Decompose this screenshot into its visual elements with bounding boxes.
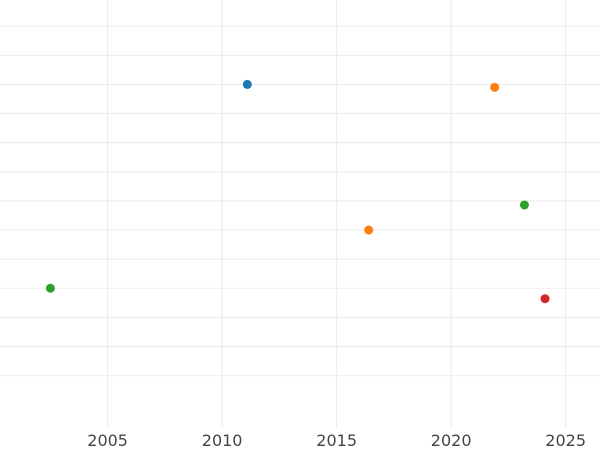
scatter-point <box>519 200 529 210</box>
scatter-point <box>490 82 500 92</box>
x-tick-label: 2025 <box>545 431 586 450</box>
scatter-point <box>364 225 374 235</box>
scatter-point <box>540 294 550 304</box>
x-tick-label: 2015 <box>316 431 357 450</box>
x-tick-label: 2010 <box>202 431 243 450</box>
x-axis-tick-labels: 2005 2010 2015 2020 2025 <box>87 431 586 450</box>
scatter-point <box>45 283 55 293</box>
x-tick-label: 2005 <box>87 431 128 450</box>
grid <box>0 0 600 428</box>
x-tick-label: 2020 <box>431 431 472 450</box>
scatter-point <box>242 79 252 89</box>
data-points <box>45 79 550 304</box>
